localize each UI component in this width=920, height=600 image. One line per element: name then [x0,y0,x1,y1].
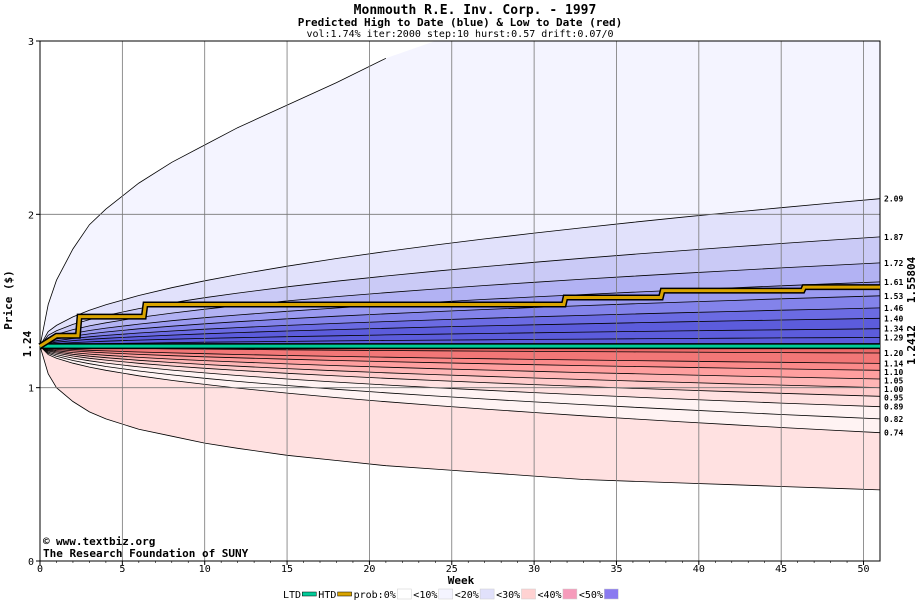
x-tick-label: 5 [119,564,125,575]
band-end-labels: 2.09 1.87 1.72 1.61 1.53 1.461.40 1.341.29 1.20… [884,195,903,438]
blue-band-outer [40,41,880,347]
legend-htd-swatch [337,591,352,597]
red-band [40,346,880,379]
red-band [40,346,880,433]
band-end-label: 1.72 [884,259,903,268]
legend-prob-20-label: <20% [455,590,479,600]
band-end-label: 1.05 [884,376,903,385]
below-low-area [40,346,880,561]
legend-prob-40-swatch [562,588,578,600]
credit-org: The Research Foundation of SUNY [43,547,249,560]
band-end-label: 1.61 [884,278,903,287]
red-band [40,346,880,364]
band-end-label: 1.14 [884,359,903,368]
band-end-label: 0.82 [884,415,903,424]
x-axis-label: Week [448,574,475,587]
x-tick-label: 35 [610,564,622,575]
blue-band [40,318,880,347]
y-tick-label: 3 [28,37,34,48]
legend-ltd-label: LTD [283,590,301,600]
red-band-outer [40,346,880,490]
x-tick-label: 40 [693,564,705,575]
chart-params: vol:1.74% iter:2000 step:10 hurst:0.57 d… [306,29,613,40]
x-tick-label: 15 [281,564,293,575]
x-axis-ticks: 0 5 10 15 20 25 30 35 40 45 50 [37,561,870,575]
copyright-icon: © [43,535,50,548]
band-end-label: 1.46 [884,304,903,313]
legend-prob-0-swatch [397,588,412,600]
band-end-label: 1.53 [884,292,903,301]
x-tick-label: 50 [858,564,870,575]
htd-value-label: 1.55804 [905,256,918,303]
x-tick-label: 45 [775,564,787,575]
red-band [40,346,880,407]
band-end-label: 1.87 [884,233,903,242]
x-tick-label: 30 [528,564,540,575]
legend-htd-label: HTD [318,590,336,600]
band-end-label: 1.29 [884,333,903,342]
red-band [40,346,880,397]
legend-prob-0-label: prob:0% [354,590,396,600]
legend-prob-50-swatch [604,588,619,600]
x-tick-label: 20 [363,564,375,575]
red-band [40,346,880,388]
band-end-label: 0.95 [884,393,903,402]
y-tick-label: 1 [28,384,34,395]
red-band [40,346,880,419]
band-end-label: 0.89 [884,403,903,412]
legend-prob-30-label: <30% [496,590,520,600]
blue-band [40,307,880,347]
start-price-label: 1.24 [21,330,34,357]
chart-subtitle: Predicted High to Date (blue) & Low to D… [298,16,623,29]
legend: LTD HTD prob:0% <10% <20% <30% <40% <50% [283,588,619,600]
blue-band [40,295,880,347]
legend-prob-50-label: <50% [579,590,603,600]
chart-title: Monmouth R.E. Inv. Corp. - 1997 [354,3,597,18]
legend-ltd-swatch [302,591,317,597]
legend-prob-10-swatch [438,588,453,600]
blue-band [40,262,880,347]
legend-prob-30-swatch [521,588,536,600]
x-tick-label: 10 [199,564,211,575]
grid-lines [39,40,881,562]
plot-border [39,40,881,562]
blue-band [40,198,880,347]
blue-band [40,236,880,347]
x-tick-label: 25 [446,564,458,575]
band-end-label: 1.40 [884,314,903,323]
y-tick-label: 2 [28,210,34,221]
x-tick-label: 0 [37,564,43,575]
y-tick-label: 0 [28,557,34,568]
ltd-value-label: 1.2412 [905,325,918,365]
red-band [40,346,880,371]
price-paths [38,284,880,350]
legend-prob-40-label: <40% [538,590,562,600]
legend-prob-20-swatch [479,588,495,600]
band-end-label: 0.74 [884,429,903,438]
y-axis-label: Price ($) [2,270,15,330]
band-end-label: 1.20 [884,349,903,358]
legend-prob-10-label: <10% [413,590,437,600]
band-end-label: 1.34 [884,325,903,334]
blue-band [40,281,880,347]
band-end-label: 2.09 [884,195,903,204]
credit-url: www.textbiz.org [56,535,155,548]
band-end-label: 1.00 [884,385,903,394]
htd-line [39,285,880,348]
band-end-label: 1.10 [884,368,903,377]
y-axis-ticks: 0 1 2 3 [28,37,40,568]
